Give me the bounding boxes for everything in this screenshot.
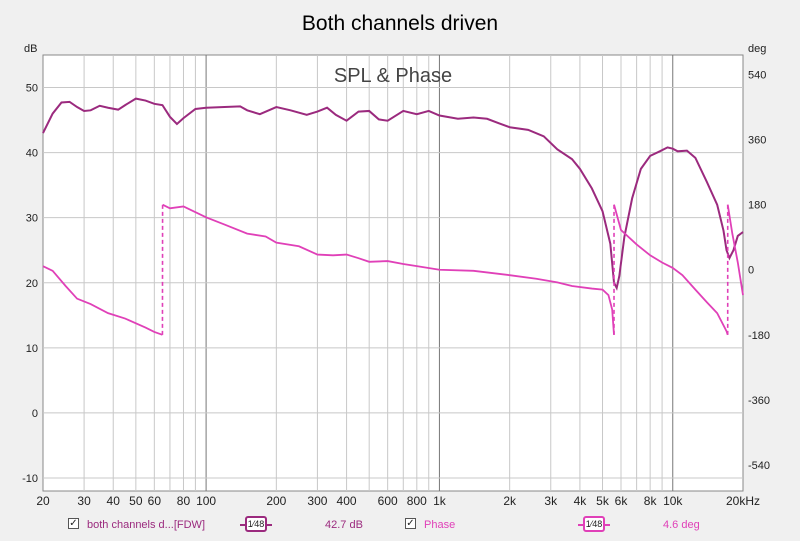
- x-tick-label: 800: [407, 494, 427, 508]
- x-tick-label: 20kHz: [726, 494, 760, 508]
- y-right-tick-label: 180: [748, 200, 766, 212]
- y-left-tick-label: 0: [32, 408, 38, 420]
- phase-line: [613, 204, 729, 336]
- spl-phase-chart: 20 30 40 50 60 80 100 200 300 400 600 800 1k 2k 3k 4k 5k…: [22, 12, 770, 508]
- series2-legend-label: Phase: [424, 519, 456, 531]
- y-right-tick-label: 360: [748, 135, 766, 147]
- y-right-axis-label: deg: [748, 43, 766, 55]
- x-tick-label: 30: [77, 494, 91, 508]
- y-left-tick-label: 50: [26, 83, 38, 95]
- y-right-tick-label: 540: [748, 70, 766, 82]
- series1-smoothing-button[interactable]: 1⁄48: [240, 516, 272, 532]
- chart-title: Both channels driven: [302, 12, 498, 35]
- x-tick-label: 200: [266, 494, 286, 508]
- y-left-tick-label: 20: [26, 278, 38, 290]
- phase-line: [42, 265, 163, 336]
- y-left-tick-label: -10: [22, 473, 38, 485]
- x-tick-label: 300: [307, 494, 327, 508]
- x-tick-label: 3k: [544, 494, 558, 508]
- x-tick-label: 60: [148, 494, 162, 508]
- y-right-tick-label: -540: [748, 460, 770, 472]
- series1-checkbox[interactable]: ✓: [68, 518, 79, 529]
- series2-value: 4.6 deg: [663, 519, 700, 531]
- y-left-tick-label: 10: [26, 343, 38, 355]
- series1-legend-label: both channels d...[FDW]: [87, 519, 205, 531]
- y-left-tick-label: 30: [26, 213, 38, 225]
- y-right-tick-label: -180: [748, 330, 770, 342]
- x-tick-label: 4k: [574, 494, 588, 508]
- series2-smoothing-label: 1⁄48: [583, 516, 605, 532]
- y-left-tick-label: 40: [26, 148, 38, 160]
- plot-area: [42, 54, 744, 492]
- spl-line: [42, 97, 744, 291]
- x-tick-label: 5k: [596, 494, 610, 508]
- x-tick-label: 6k: [615, 494, 629, 508]
- series2-smoothing-button[interactable]: 1⁄48: [578, 516, 610, 532]
- series: [42, 97, 744, 336]
- x-tick-label: 40: [107, 494, 121, 508]
- grid: [43, 55, 743, 491]
- series2-checkbox[interactable]: ✓: [405, 518, 416, 529]
- x-tick-label: 400: [337, 494, 357, 508]
- x-tick-label: 600: [378, 494, 398, 508]
- x-tick-label: 80: [177, 494, 191, 508]
- phase-line: [162, 203, 615, 335]
- series1-smoothing-label: 1⁄48: [245, 516, 267, 532]
- x-tick-label: 10k: [663, 494, 683, 508]
- tick-labels: 20 30 40 50 60 80 100 200 300 400 600 800 1k 2k 3k 4k 5k…: [22, 70, 770, 508]
- legend: ✓ both channels d...[FDW] 1⁄48 42.7 dB ✓…: [0, 515, 800, 539]
- x-tick-label: 2k: [503, 494, 517, 508]
- y-right-tick-label: -360: [748, 395, 770, 407]
- series1-value: 42.7 dB: [325, 519, 363, 531]
- x-tick-label: 100: [196, 494, 216, 508]
- x-tick-label: 1k: [433, 494, 447, 508]
- chart-subtitle: SPL & Phase: [334, 65, 452, 87]
- x-tick-label: 20: [36, 494, 50, 508]
- y-left-axis-label: dB: [24, 43, 37, 55]
- x-tick-label: 8k: [644, 494, 658, 508]
- x-tick-label: 50: [129, 494, 143, 508]
- y-right-tick-label: 0: [748, 265, 754, 277]
- phase-line: [726, 204, 744, 296]
